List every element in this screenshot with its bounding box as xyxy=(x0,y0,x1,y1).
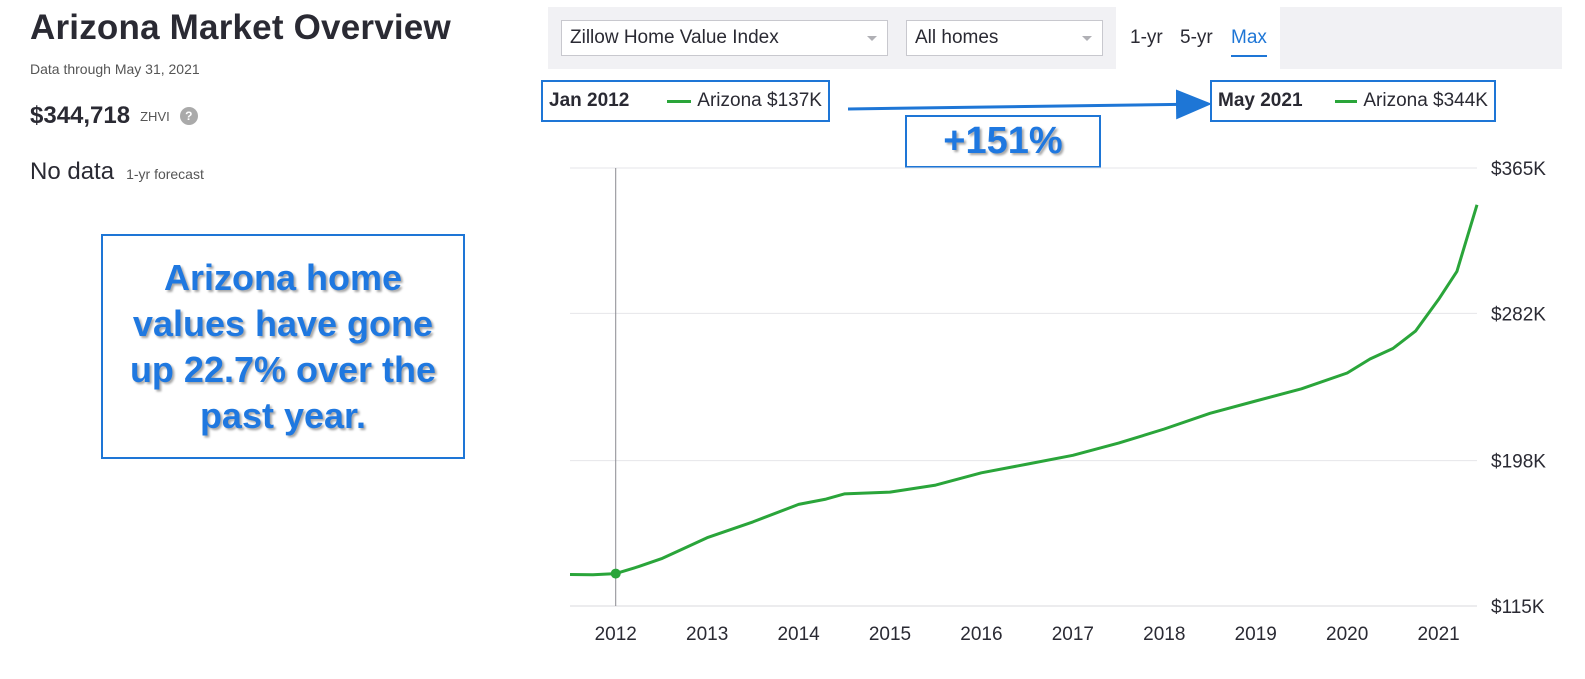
x-tick-label: 2013 xyxy=(686,624,728,645)
start-series-value: Arizona $137K xyxy=(697,90,822,111)
y-tick-label: $198K xyxy=(1491,452,1546,473)
chevron-down-icon xyxy=(1082,36,1092,41)
series-line-arizona xyxy=(569,204,1479,577)
range-max-button[interactable]: Max xyxy=(1231,27,1267,57)
y-tick-label: $282K xyxy=(1491,304,1546,325)
end-date: May 2021 xyxy=(1218,90,1303,111)
chevron-down-icon xyxy=(867,36,877,41)
x-tick-label: 2016 xyxy=(960,624,1002,645)
zhvi-summary: $344,718 ZHVI ? xyxy=(30,102,198,130)
x-tick-label: 2020 xyxy=(1326,624,1368,645)
index-select[interactable]: Zillow Home Value Index xyxy=(561,20,888,56)
x-tick-label: 2019 xyxy=(1235,624,1277,645)
legend-swatch xyxy=(667,99,692,103)
x-tick-label: 2014 xyxy=(777,624,820,645)
x-tick-label: 2018 xyxy=(1143,624,1185,645)
start-value-tooltip: Jan 2012 Arizona $137K xyxy=(541,80,830,122)
y-tick-label: $365K xyxy=(1491,159,1546,180)
x-tick-label: 2017 xyxy=(1052,624,1094,645)
legend-swatch xyxy=(1334,99,1358,103)
zhvi-value: $344,718 xyxy=(30,102,131,129)
hover-point-marker xyxy=(610,568,621,579)
start-date: Jan 2012 xyxy=(549,90,630,111)
x-tick-label: 2021 xyxy=(1417,624,1459,645)
range-5yr-button[interactable]: 5-yr xyxy=(1180,27,1213,48)
y-tick-label: $115K xyxy=(1491,597,1545,618)
data-through-date: Data through May 31, 2021 xyxy=(30,61,200,77)
annotation-callout-text: Arizona home values have gone up 22.7% o… xyxy=(129,256,437,436)
x-tick-label: 2012 xyxy=(595,624,637,645)
forecast-label: 1-yr forecast xyxy=(126,166,204,182)
help-icon[interactable]: ? xyxy=(179,107,198,125)
forecast-summary: No data 1-yr forecast xyxy=(30,158,204,186)
home-type-select-value: All homes xyxy=(915,27,999,48)
change-arrow xyxy=(847,89,1212,120)
zhvi-label: ZHVI xyxy=(140,108,170,124)
x-tick-label: 2015 xyxy=(869,624,911,645)
range-1yr-button[interactable]: 1-yr xyxy=(1130,27,1163,48)
forecast-value: No data xyxy=(30,158,115,185)
end-series-value: Arizona $344K xyxy=(1363,90,1488,111)
home-type-select[interactable]: All homes xyxy=(906,20,1103,56)
percent-change-value: +151% xyxy=(943,120,1063,162)
range-selector: 1-yr 5-yr Max xyxy=(1116,7,1280,69)
end-value-tooltip: May 2021 Arizona $344K xyxy=(1210,80,1496,122)
percent-change-callout: +151% xyxy=(905,115,1101,168)
chart-controls: Zillow Home Value Index All homes 1-yr 5… xyxy=(548,7,1562,69)
index-select-value: Zillow Home Value Index xyxy=(570,27,779,48)
annotation-callout: Arizona home values have gone up 22.7% o… xyxy=(101,234,465,459)
page-title: Arizona Market Overview xyxy=(30,8,451,47)
